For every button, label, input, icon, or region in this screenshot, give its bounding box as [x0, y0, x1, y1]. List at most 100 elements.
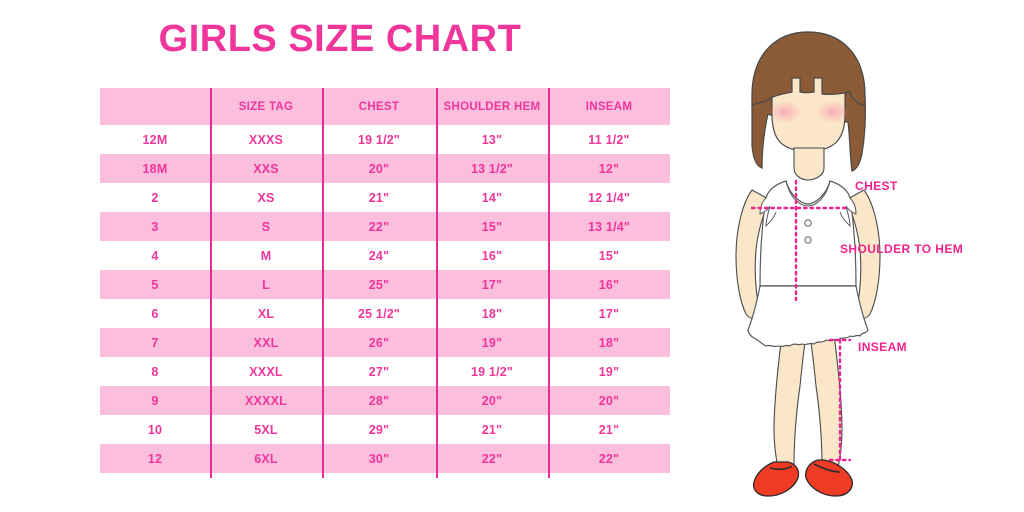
cell-inseam: 18" [548, 328, 670, 357]
cell-chest: 29" [322, 415, 436, 444]
cell-inseam: 16" [548, 270, 670, 299]
cell-age: 8 [100, 357, 210, 386]
cell-shoulder-hem: 16" [436, 241, 548, 270]
cell-size-tag: S [210, 212, 322, 241]
table-header-row: SIZE TAG CHEST SHOULDER HEM INSEAM [100, 88, 670, 125]
cell-age: 9 [100, 386, 210, 415]
column-divider-3 [436, 88, 438, 478]
page-title: GIRLS SIZE CHART [158, 18, 522, 60]
cell-age: 12 [100, 444, 210, 473]
girl-figure-icon [735, 31, 881, 497]
table-row: 7 XXL 26" 19" 18" [100, 328, 670, 357]
table-body: 12M XXXS 19 1/2" 13" 11 1/2" 18M XXS 20" 13 1/2"… [100, 125, 670, 473]
cell-size-tag: XXXL [210, 357, 322, 386]
column-divider-1 [210, 88, 212, 478]
leg-left [773, 333, 807, 473]
top-garment [759, 180, 857, 287]
table-row: 8 XXXL 27" 19 1/2" 19" [100, 357, 670, 386]
table-row: 9 XXXXL 28" 20" 20" [100, 386, 670, 415]
cell-shoulder-hem: 18" [436, 299, 548, 328]
cell-size-tag: L [210, 270, 322, 299]
cell-shoulder-hem: 13" [436, 125, 548, 154]
cell-inseam: 12 1/4" [548, 183, 670, 212]
cell-shoulder-hem: 19" [436, 328, 548, 357]
cell-size-tag: 6XL [210, 444, 322, 473]
cell-age: 5 [100, 270, 210, 299]
cell-size-tag: M [210, 241, 322, 270]
cell-shoulder-hem: 20" [436, 386, 548, 415]
cell-age: 12M [100, 125, 210, 154]
neckline [785, 180, 831, 207]
table-row: 18M XXS 20" 13 1/2" 12" [100, 154, 670, 183]
cell-chest: 26" [322, 328, 436, 357]
cell-inseam: 12" [548, 154, 670, 183]
cell-inseam: 15" [548, 241, 670, 270]
cell-age: 2 [100, 183, 210, 212]
skirt-garment [747, 285, 869, 348]
cell-inseam: 17" [548, 299, 670, 328]
cell-chest: 19 1/2" [322, 125, 436, 154]
column-header-age [100, 88, 210, 125]
cell-chest: 21" [322, 183, 436, 212]
column-divider-2 [322, 88, 324, 478]
cell-size-tag: XXL [210, 328, 322, 357]
cell-chest: 25 1/2" [322, 299, 436, 328]
label-chest: CHEST [855, 179, 898, 193]
shoe-right [804, 459, 854, 497]
table-row: 4 M 24" 16" 15" [100, 241, 670, 270]
cell-chest: 27" [322, 357, 436, 386]
cell-chest: 30" [322, 444, 436, 473]
column-divider-4 [548, 88, 550, 478]
button-upper [804, 219, 812, 227]
column-header-shoulder-hem: SHOULDER HEM [436, 88, 548, 125]
label-inseam: INSEAM [858, 340, 908, 354]
cell-shoulder-hem: 22" [436, 444, 548, 473]
cell-shoulder-hem: 17" [436, 270, 548, 299]
shoe-strap-left [769, 465, 793, 471]
cell-inseam: 19" [548, 357, 670, 386]
cell-age: 18M [100, 154, 210, 183]
shoe-strap-right [813, 463, 841, 473]
cell-inseam: 20" [548, 386, 670, 415]
table-row: 12M XXXS 19 1/2" 13" 11 1/2" [100, 125, 670, 154]
size-chart-table: SIZE TAG CHEST SHOULDER HEM INSEAM 12M XX… [100, 88, 670, 473]
cell-chest: 22" [322, 212, 436, 241]
label-shoulder-to-hem: SHOULDER TO HEM [840, 242, 964, 256]
cell-shoulder-hem: 14" [436, 183, 548, 212]
cheek-blush-right [817, 101, 849, 123]
shoe-left [752, 461, 800, 497]
cell-age: 4 [100, 241, 210, 270]
hair-bangs [751, 31, 866, 108]
table-row: 12 6XL 30" 22" 22" [100, 444, 670, 473]
cell-age: 10 [100, 415, 210, 444]
cell-chest: 20" [322, 154, 436, 183]
table-row: 10 5XL 29" 21" 21" [100, 415, 670, 444]
cell-age: 7 [100, 328, 210, 357]
cell-size-tag: XXS [210, 154, 322, 183]
cell-shoulder-hem: 21" [436, 415, 548, 444]
column-header-inseam: INSEAM [548, 88, 670, 125]
cell-age: 6 [100, 299, 210, 328]
cell-inseam: 22" [548, 444, 670, 473]
cell-inseam: 11 1/2" [548, 125, 670, 154]
cell-chest: 24" [322, 241, 436, 270]
cell-chest: 25" [322, 270, 436, 299]
column-header-size-tag: SIZE TAG [210, 88, 322, 125]
cell-shoulder-hem: 19 1/2" [436, 357, 548, 386]
cheek-blush-left [769, 101, 801, 123]
cell-size-tag: XL [210, 299, 322, 328]
cell-size-tag: XXXS [210, 125, 322, 154]
cell-size-tag: XXXXL [210, 386, 322, 415]
cell-shoulder-hem: 15" [436, 212, 548, 241]
cell-inseam: 21" [548, 415, 670, 444]
table-header: SIZE TAG CHEST SHOULDER HEM INSEAM [100, 88, 670, 125]
cell-inseam: 13 1/4" [548, 212, 670, 241]
leg-right [809, 333, 843, 473]
button-lower [804, 236, 812, 244]
cell-age: 3 [100, 212, 210, 241]
table-row: 3 S 22" 15" 13 1/4" [100, 212, 670, 241]
cell-size-tag: XS [210, 183, 322, 212]
neck [793, 147, 825, 181]
cell-chest: 28" [322, 386, 436, 415]
table-row: 5 L 25" 17" 16" [100, 270, 670, 299]
